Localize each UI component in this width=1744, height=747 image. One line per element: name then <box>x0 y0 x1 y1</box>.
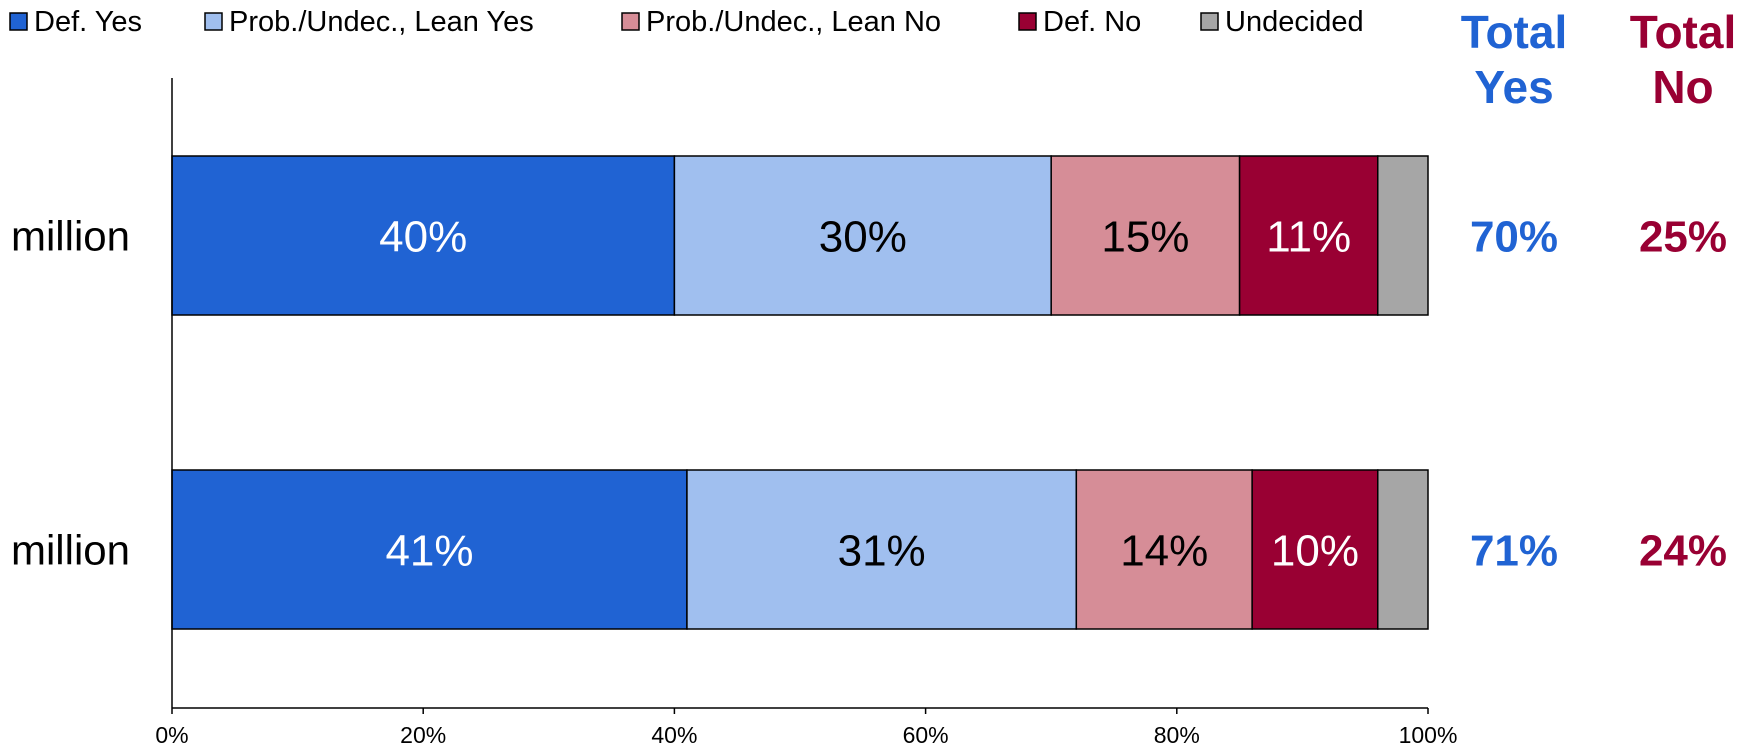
data-label-0-2: 15% <box>1101 213 1189 262</box>
data-label-1-3: 10% <box>1271 527 1359 576</box>
bar-segment-0-3 <box>1238 155 1379 316</box>
legend-swatch-1 <box>204 12 223 31</box>
legend-label-2: Prob./Undec., Lean No <box>646 6 941 38</box>
bar-segment-0-0 <box>171 155 676 316</box>
data-label-1-0: 41% <box>385 527 473 576</box>
total-yes-header-0: Total <box>1461 6 1567 58</box>
data-label-0-0: 40% <box>379 213 467 262</box>
total-no-value-1: 24% <box>1639 527 1727 576</box>
legend-swatch-4 <box>1200 12 1219 31</box>
x-tick-label-1: 20% <box>400 722 446 747</box>
total-yes-value-0: 70% <box>1470 213 1558 262</box>
total-no-value-0: 25% <box>1639 213 1727 262</box>
x-tick-label-3: 60% <box>903 722 949 747</box>
bar-segment-0-2 <box>1050 155 1241 316</box>
data-label-0-1: 30% <box>819 213 907 262</box>
bars: million 40% 30% 15% 11% 70% 25% million 41% 31% 14… <box>11 155 1727 630</box>
legend-label-0: Def. Yes <box>34 6 142 38</box>
bar-segment-1-0 <box>171 469 688 630</box>
bar-segment-1-2 <box>1075 469 1253 630</box>
category-label-1: million <box>11 527 130 574</box>
total-yes-header-1: Yes <box>1474 61 1553 113</box>
data-label-0-3: 11% <box>1266 213 1351 262</box>
bar-segment-1-3 <box>1251 469 1379 630</box>
category-label-0: million <box>11 213 130 260</box>
total-no-header-0: Total <box>1630 6 1736 58</box>
x-tick-label-2: 40% <box>651 722 697 747</box>
legend-label-1: Prob./Undec., Lean Yes <box>229 6 534 38</box>
legend-label-3: Def. No <box>1043 6 1141 38</box>
bar-segment-0-4 <box>1377 155 1429 316</box>
bar-segment-0-1 <box>673 155 1052 316</box>
x-tick-label-0: 0% <box>155 722 188 747</box>
data-label-1-2: 14% <box>1120 527 1208 576</box>
total-no-header-1: No <box>1652 61 1713 113</box>
legend-swatch-2 <box>621 12 640 31</box>
legend-swatch-3 <box>1018 12 1037 31</box>
axes: 0% 20% 40% 60% 80% 100% <box>155 78 1457 747</box>
legend: Def. Yes Prob./Undec., Lean Yes Prob./Unde… <box>9 6 1364 38</box>
bar-segment-1-1 <box>686 469 1078 630</box>
x-tick-label-5: 100% <box>1399 722 1458 747</box>
legend-label-4: Undecided <box>1225 6 1364 38</box>
data-label-1-1: 31% <box>838 527 926 576</box>
x-tick-label-4: 80% <box>1154 722 1200 747</box>
total-yes-value-1: 71% <box>1470 527 1558 576</box>
bar-segment-1-4 <box>1377 469 1429 630</box>
legend-swatch-0 <box>9 12 28 31</box>
